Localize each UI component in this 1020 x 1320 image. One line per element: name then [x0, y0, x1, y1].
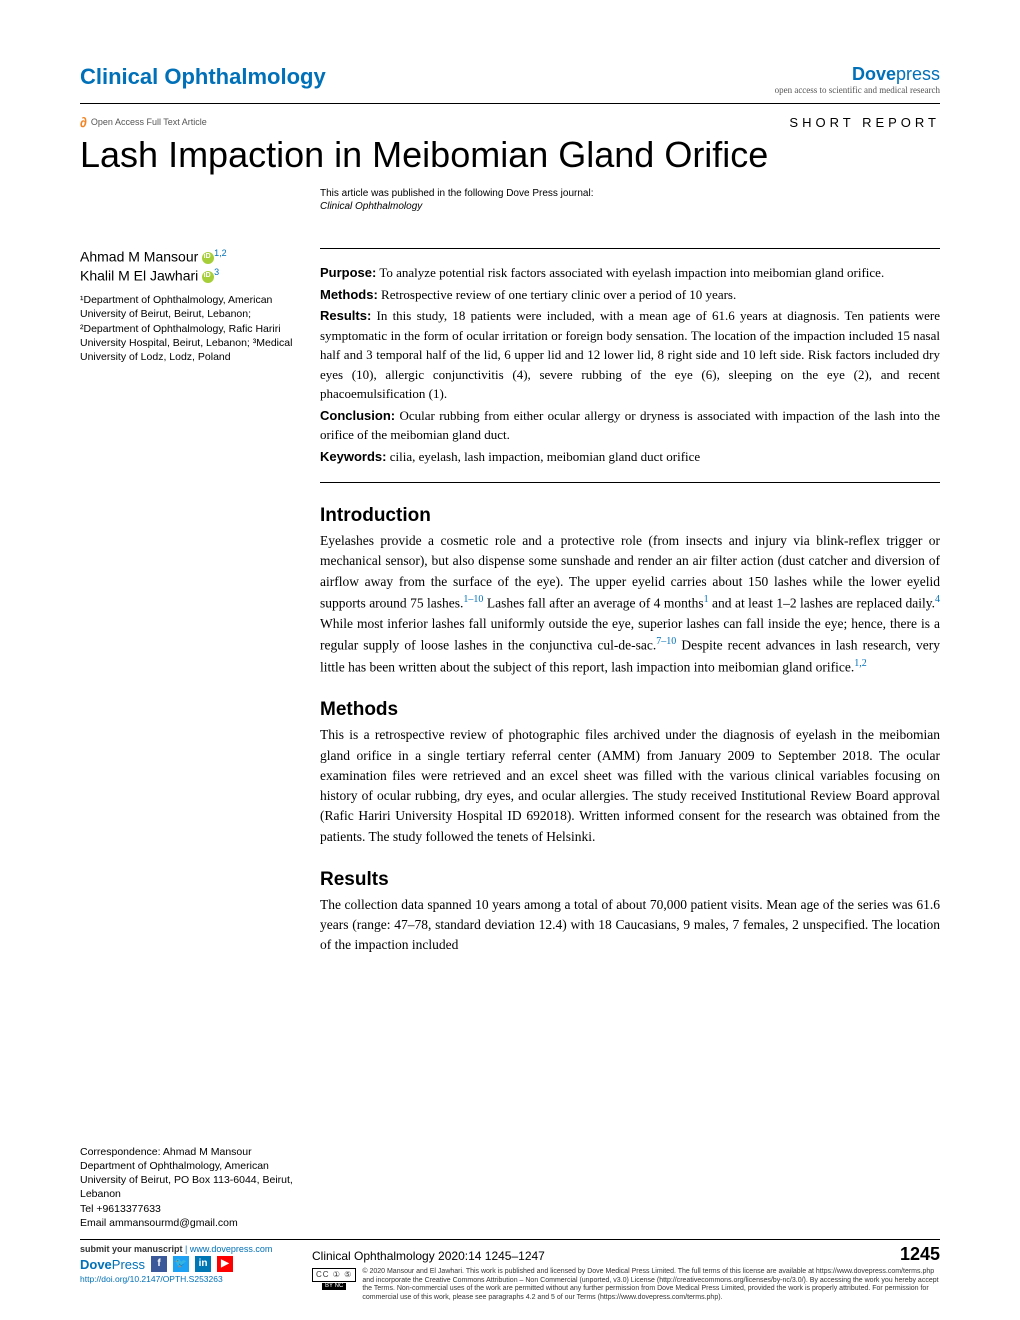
- author-2-affil-sup: 3: [214, 267, 219, 277]
- purpose-label: Purpose:: [320, 265, 376, 280]
- right-column: Purpose: To analyze potential risk facto…: [320, 248, 940, 956]
- results-heading: Results: [320, 869, 940, 891]
- page-footer: submit your manuscript | www.dovepress.c…: [80, 1239, 940, 1302]
- submit-link: | www.dovepress.com: [185, 1244, 272, 1254]
- ref-link[interactable]: 4: [935, 594, 940, 605]
- license-text: © 2020 Mansour and El Jawhari. This work…: [362, 1268, 940, 1302]
- introduction-paragraph: Eyelashes provide a cosmetic role and a …: [320, 531, 940, 677]
- correspondence-tel: Tel +9613377633: [80, 1203, 161, 1215]
- citation-text: Clinical Ophthalmology 2020:14 1245–1247: [312, 1249, 545, 1263]
- intro-text-2: Lashes fall after an average of 4 months: [483, 595, 703, 610]
- brand-suffix: Press: [112, 1257, 145, 1272]
- correspondence-label: Correspondence:: [80, 1146, 163, 1158]
- brand-prefix: Dove: [80, 1257, 112, 1272]
- article-title: Lash Impaction in Meibomian Gland Orific…: [80, 134, 940, 176]
- purpose-text: To analyze potential risk factors associ…: [376, 265, 884, 280]
- main-columns: Ahmad M Mansour 1,2 Khalil M El Jawhari …: [80, 248, 940, 956]
- youtube-icon[interactable]: ▶: [217, 1256, 233, 1272]
- publication-note-journal: Clinical Ophthalmology: [320, 201, 940, 212]
- introduction-heading: Introduction: [320, 505, 940, 527]
- keywords-label: Keywords:: [320, 449, 386, 464]
- ref-link[interactable]: 1–10: [463, 594, 483, 605]
- methods-text: Retrospective review of one tertiary cli…: [378, 287, 736, 302]
- publisher-name[interactable]: Dovepress: [775, 64, 940, 85]
- affiliations: ¹Department of Ophthalmology, American U…: [80, 293, 296, 364]
- page-number: 1245: [900, 1244, 940, 1265]
- open-access-badge[interactable]: ∂ Open Access Full Text Article: [80, 114, 207, 130]
- results-text: In this study, 18 patients were included…: [320, 308, 940, 401]
- footer-citation-row: Clinical Ophthalmology 2020:14 1245–1247…: [312, 1244, 940, 1265]
- results-paragraph: The collection data spanned 10 years amo…: [320, 895, 940, 956]
- correspondence-address: Department of Ophthalmology, American Un…: [80, 1160, 293, 1200]
- cc-icons: CC ① ⑤: [312, 1268, 356, 1282]
- publisher-tagline: open access to scientific and medical re…: [775, 85, 940, 95]
- linkedin-icon[interactable]: in: [195, 1256, 211, 1272]
- submit-prefix: submit your manuscript: [80, 1244, 185, 1254]
- open-access-row: ∂ Open Access Full Text Article SHORT RE…: [80, 104, 940, 130]
- methods-label: Methods:: [320, 287, 378, 302]
- publication-note: This article was published in the follow…: [320, 188, 940, 199]
- open-access-icon: ∂: [80, 114, 87, 130]
- footer-left: submit your manuscript | www.dovepress.c…: [80, 1244, 296, 1302]
- doi-link[interactable]: http://doi.org/10.2147/OPTH.S253263: [80, 1274, 296, 1284]
- twitter-icon[interactable]: 🐦: [173, 1256, 189, 1272]
- author-1-affil-sup: 1,2: [214, 248, 227, 258]
- submit-manuscript[interactable]: submit your manuscript | www.dovepress.c…: [80, 1244, 296, 1254]
- publisher-prefix: Dove: [852, 64, 896, 84]
- methods-heading: Methods: [320, 699, 940, 721]
- correspondence-email: Email ammansourmd@gmail.com: [80, 1217, 238, 1229]
- cc-nc-label: BY NC: [322, 1283, 346, 1290]
- article-type: SHORT REPORT: [789, 115, 940, 130]
- author-1-name: Ahmad M Mansour: [80, 249, 198, 265]
- left-column: Ahmad M Mansour 1,2 Khalil M El Jawhari …: [80, 248, 296, 956]
- orcid-icon[interactable]: [202, 252, 214, 264]
- author-1: Ahmad M Mansour 1,2: [80, 248, 296, 265]
- intro-text-3: and at least 1–2 lashes are replaced dai…: [709, 595, 935, 610]
- correspondence-block: Correspondence: Ahmad M Mansour Departme…: [80, 1145, 296, 1230]
- author-2-name: Khalil M El Jawhari: [80, 267, 198, 283]
- journal-header: Clinical Ophthalmology Dovepress open ac…: [80, 64, 940, 104]
- orcid-icon[interactable]: [202, 271, 214, 283]
- journal-name: Clinical Ophthalmology: [80, 64, 326, 90]
- results-label: Results:: [320, 308, 371, 323]
- cc-badge: CC ① ⑤ BY NC: [312, 1268, 356, 1302]
- publisher-suffix: press: [896, 64, 940, 84]
- open-access-label: Open Access Full Text Article: [91, 117, 207, 127]
- footer-brand: DovePress f 🐦 in ▶: [80, 1256, 296, 1272]
- ref-link[interactable]: 1,2: [854, 658, 867, 669]
- facebook-icon[interactable]: f: [151, 1256, 167, 1272]
- publisher-block: Dovepress open access to scientific and …: [775, 64, 940, 95]
- conclusion-label: Conclusion:: [320, 408, 395, 423]
- methods-paragraph: This is a retrospective review of photog…: [320, 725, 940, 847]
- abstract-block: Purpose: To analyze potential risk facto…: [320, 248, 940, 483]
- ref-link[interactable]: 7–10: [656, 636, 676, 647]
- keywords-text: cilia, eyelash, lash impaction, meibomia…: [386, 449, 700, 464]
- correspondence-name: Ahmad M Mansour: [163, 1146, 252, 1158]
- license-block: CC ① ⑤ BY NC © 2020 Mansour and El Jawha…: [312, 1268, 940, 1302]
- author-2: Khalil M El Jawhari 3: [80, 267, 296, 284]
- footer-mid: Clinical Ophthalmology 2020:14 1245–1247…: [312, 1244, 940, 1302]
- conclusion-text: Ocular rubbing from either ocular allerg…: [320, 408, 940, 443]
